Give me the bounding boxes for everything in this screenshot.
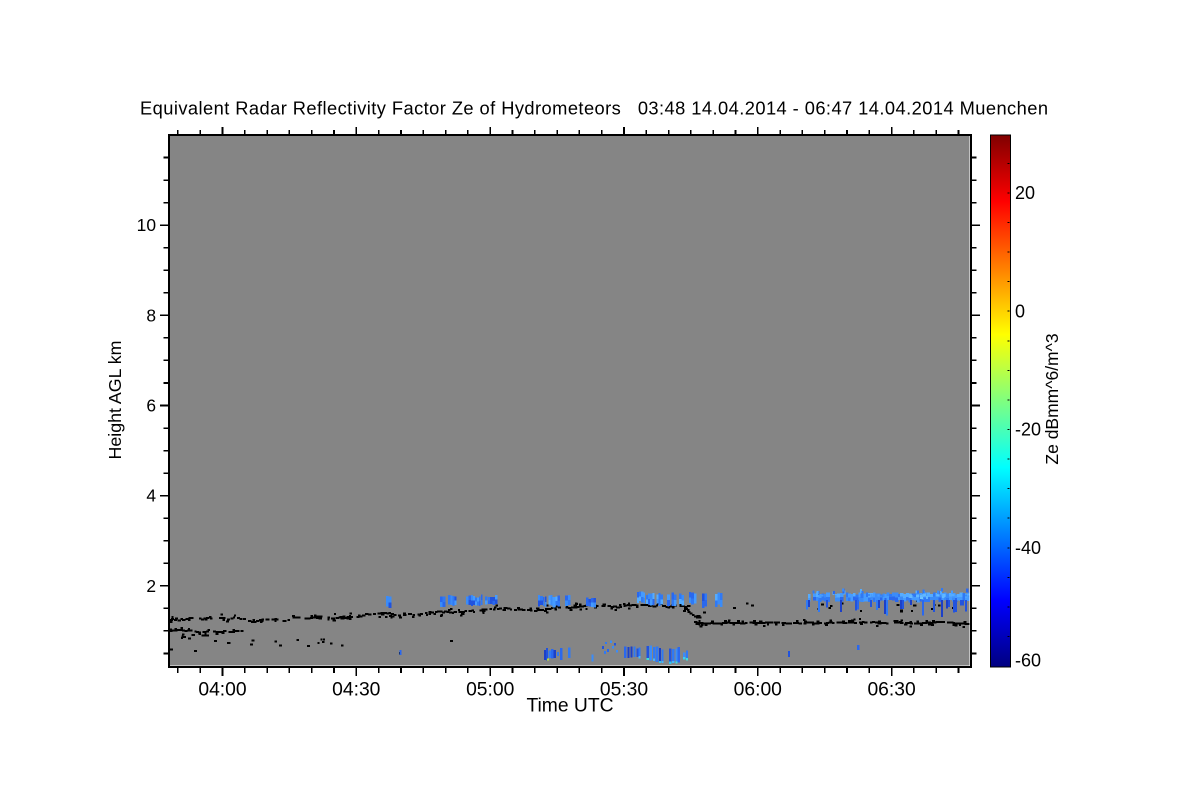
svg-text:05:00: 05:00 [466,679,514,700]
svg-text:04:00: 04:00 [198,679,246,700]
svg-text:04:30: 04:30 [332,679,380,700]
svg-text:Equivalent Radar Reflectivity: Equivalent Radar Reflectivity Factor Ze … [140,98,1048,119]
svg-text:0: 0 [1015,301,1025,321]
svg-text:-40: -40 [1015,538,1041,558]
svg-text:-60: -60 [1015,651,1041,671]
svg-text:05:30: 05:30 [600,679,648,700]
svg-text:2: 2 [146,576,156,596]
svg-text:06:30: 06:30 [867,679,915,700]
svg-text:Time UTC: Time UTC [526,696,613,717]
svg-text:20: 20 [1015,183,1035,203]
svg-text:10: 10 [137,215,156,235]
svg-text:8: 8 [146,305,156,325]
svg-text:6: 6 [146,396,156,416]
svg-text:-20: -20 [1015,420,1041,440]
svg-text:4: 4 [146,486,156,506]
svg-text:Ze dBmm^6/m^3: Ze dBmm^6/m^3 [1042,333,1062,464]
svg-text:Height AGL km: Height AGL km [105,341,125,460]
svg-text:06:00: 06:00 [734,679,782,700]
